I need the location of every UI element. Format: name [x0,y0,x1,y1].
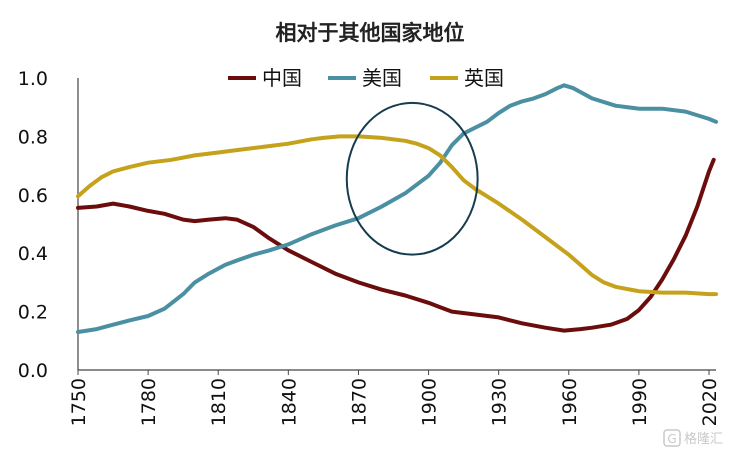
y-tick-label: 0.0 [18,360,48,382]
x-tick-label: 1990 [629,378,651,426]
x-tick-label: 1960 [559,378,581,426]
legend-label: 英国 [464,66,504,90]
y-tick-label: 0.2 [18,302,48,324]
series-line-1 [76,83,718,334]
highlight-ellipse [345,101,479,256]
logo-g-letter: G [667,432,676,446]
x-tick-label: 2020 [699,378,721,426]
y-axis: 0.0 0.2 0.4 0.6 0.8 1.0 [18,68,79,382]
x-tick-label: 1870 [348,378,370,426]
y-tick-label: 0.4 [18,243,48,265]
watermark: G 格隆汇 [663,429,723,447]
legend: 中国 美国 英国 [228,66,504,90]
series-line-0 [76,157,716,333]
y-tick-label: 0.6 [18,185,48,207]
y-tick-label: 1.0 [18,68,48,90]
legend-label: 中国 [262,66,302,90]
x-tick-label: 1900 [419,378,441,426]
y-tick-label: 0.8 [18,126,48,148]
series-line-2 [76,134,718,297]
x-tick-label: 1930 [489,378,511,426]
legend-label: 美国 [362,66,402,90]
annotation-layer [345,101,479,256]
x-tick-label: 1810 [208,378,230,426]
x-tick-label: 1780 [138,378,160,426]
series-layer [76,83,718,334]
x-axis: 1750 1780 1810 1840 1870 1900 1930 1960 1990 2020 [68,369,721,426]
watermark-text: 格隆汇 [684,431,723,447]
logo-g-icon [663,429,681,447]
chart-title: 相对于其他国家地位 [276,21,465,45]
x-tick-label: 1840 [278,378,300,426]
x-tick-label: 1750 [68,378,90,426]
